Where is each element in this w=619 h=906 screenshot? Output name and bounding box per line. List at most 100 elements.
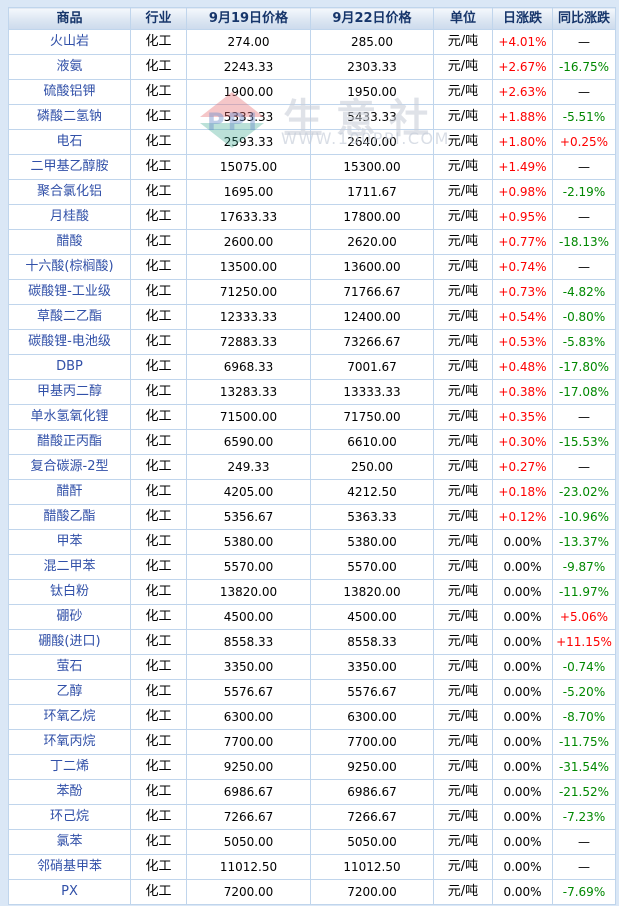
day-change-cell: 0.00%	[492, 829, 553, 855]
product-cell[interactable]: 混二甲苯	[8, 554, 131, 580]
product-cell[interactable]: 环氧丙烷	[8, 729, 131, 755]
price-sep19-cell: 71500.00	[186, 404, 311, 430]
unit-cell: 元/吨	[433, 104, 493, 130]
price-sep19-cell: 13500.00	[186, 254, 311, 280]
unit-cell: 元/吨	[433, 54, 493, 80]
day-change-cell: 0.00%	[492, 654, 553, 680]
product-cell[interactable]: 甲基丙二醇	[8, 379, 131, 405]
product-cell[interactable]: 钛白粉	[8, 579, 131, 605]
industry-cell: 化工	[130, 179, 187, 205]
price-sep19-cell: 7200.00	[186, 879, 311, 905]
table-row: 火山岩 化工 274.00 285.00 元/吨 +4.01% —	[8, 29, 616, 55]
price-sep22-cell: 4212.50	[310, 479, 434, 505]
product-cell[interactable]: 单水氢氧化锂	[8, 404, 131, 430]
price-sep22-cell: 2640.00	[310, 129, 434, 155]
day-change-cell: 0.00%	[492, 854, 553, 880]
industry-cell: 化工	[130, 304, 187, 330]
table-row: 草酸二乙酯 化工 12333.33 12400.00 元/吨 +0.54% -0.80%	[8, 304, 616, 330]
price-sep19-cell: 13283.33	[186, 379, 311, 405]
yoy-change-cell: -4.82%	[552, 279, 616, 305]
product-cell[interactable]: 苯酚	[8, 779, 131, 805]
product-cell[interactable]: 电石	[8, 129, 131, 155]
industry-cell: 化工	[130, 29, 187, 55]
unit-cell: 元/吨	[433, 804, 493, 830]
product-cell[interactable]: 萤石	[8, 654, 131, 680]
day-change-cell: +4.01%	[492, 29, 553, 55]
price-sep19-cell: 5333.33	[186, 104, 311, 130]
header-yoy-change: 同比涨跌	[552, 7, 616, 30]
yoy-change-cell: -8.70%	[552, 704, 616, 730]
day-change-cell: 0.00%	[492, 804, 553, 830]
industry-cell: 化工	[130, 279, 187, 305]
table-row: 电石 化工 2593.33 2640.00 元/吨 +1.80% +0.25%	[8, 129, 616, 155]
day-change-cell: +0.18%	[492, 479, 553, 505]
price-sep19-cell: 2243.33	[186, 54, 311, 80]
product-cell[interactable]: 聚合氯化铝	[8, 179, 131, 205]
product-cell[interactable]: 硼酸(进口)	[8, 629, 131, 655]
price-sep22-cell: 15300.00	[310, 154, 434, 180]
price-sep22-cell: 8558.33	[310, 629, 434, 655]
price-sep19-cell: 9250.00	[186, 754, 311, 780]
product-cell[interactable]: 磷酸二氢钠	[8, 104, 131, 130]
price-sep22-cell: 13820.00	[310, 579, 434, 605]
price-sep22-cell: 11012.50	[310, 854, 434, 880]
price-sep19-cell: 11012.50	[186, 854, 311, 880]
product-cell[interactable]: 环己烷	[8, 804, 131, 830]
day-change-cell: 0.00%	[492, 579, 553, 605]
product-cell[interactable]: 碳酸锂-工业级	[8, 279, 131, 305]
product-cell[interactable]: 复合碳源-2型	[8, 454, 131, 480]
industry-cell: 化工	[130, 204, 187, 230]
table-row: 邻硝基甲苯 化工 11012.50 11012.50 元/吨 0.00% —	[8, 854, 616, 880]
day-change-cell: +2.63%	[492, 79, 553, 105]
table-header-row: 商品 行业 9月19日价格 9月22日价格 单位 日涨跌 同比涨跌	[8, 7, 616, 30]
product-cell[interactable]: 十六酸(棕榈酸)	[8, 254, 131, 280]
product-cell[interactable]: 丁二烯	[8, 754, 131, 780]
table-row: 聚合氯化铝 化工 1695.00 1711.67 元/吨 +0.98% -2.19%	[8, 179, 616, 205]
product-cell[interactable]: 草酸二乙酯	[8, 304, 131, 330]
unit-cell: 元/吨	[433, 479, 493, 505]
product-cell[interactable]: 醋酐	[8, 479, 131, 505]
product-cell[interactable]: 液氨	[8, 54, 131, 80]
product-cell[interactable]: 甲苯	[8, 529, 131, 555]
price-sep22-cell: 71766.67	[310, 279, 434, 305]
industry-cell: 化工	[130, 354, 187, 380]
yoy-change-cell: —	[552, 204, 616, 230]
product-cell[interactable]: 二甲基乙醇胺	[8, 154, 131, 180]
price-sep19-cell: 2600.00	[186, 229, 311, 255]
product-cell[interactable]: 醋酸	[8, 229, 131, 255]
table-row: 甲基丙二醇 化工 13283.33 13333.33 元/吨 +0.38% -17.08%	[8, 379, 616, 405]
price-sep19-cell: 71250.00	[186, 279, 311, 305]
price-sep19-cell: 6590.00	[186, 429, 311, 455]
unit-cell: 元/吨	[433, 329, 493, 355]
table-row: 硫酸铝钾 化工 1900.00 1950.00 元/吨 +2.63% —	[8, 79, 616, 105]
price-sep19-cell: 274.00	[186, 29, 311, 55]
price-sep22-cell: 73266.67	[310, 329, 434, 355]
product-cell[interactable]: 醋酸乙酯	[8, 504, 131, 530]
product-cell[interactable]: DBP	[8, 354, 131, 380]
day-change-cell: 0.00%	[492, 679, 553, 705]
product-cell[interactable]: 环氧乙烷	[8, 704, 131, 730]
product-cell[interactable]: 邻硝基甲苯	[8, 854, 131, 880]
product-cell[interactable]: 月桂酸	[8, 204, 131, 230]
yoy-change-cell: -17.08%	[552, 379, 616, 405]
table-row: 氯苯 化工 5050.00 5050.00 元/吨 0.00% —	[8, 829, 616, 855]
product-cell[interactable]: 醋酸正丙酯	[8, 429, 131, 455]
price-sep22-cell: 6300.00	[310, 704, 434, 730]
product-cell[interactable]: 氯苯	[8, 829, 131, 855]
unit-cell: 元/吨	[433, 229, 493, 255]
industry-cell: 化工	[130, 479, 187, 505]
product-cell[interactable]: 硼砂	[8, 604, 131, 630]
unit-cell: 元/吨	[433, 429, 493, 455]
header-industry: 行业	[130, 7, 187, 30]
product-cell[interactable]: 火山岩	[8, 29, 131, 55]
product-cell[interactable]: 碳酸锂-电池级	[8, 329, 131, 355]
product-cell[interactable]: 乙醇	[8, 679, 131, 705]
product-cell[interactable]: PX	[8, 879, 131, 905]
product-cell[interactable]: 硫酸铝钾	[8, 79, 131, 105]
yoy-change-cell: -17.80%	[552, 354, 616, 380]
yoy-change-cell: -15.53%	[552, 429, 616, 455]
table-row: DBP 化工 6968.33 7001.67 元/吨 +0.48% -17.80%	[8, 354, 616, 380]
price-sep22-cell: 250.00	[310, 454, 434, 480]
yoy-change-cell: —	[552, 154, 616, 180]
price-sep22-cell: 5363.33	[310, 504, 434, 530]
